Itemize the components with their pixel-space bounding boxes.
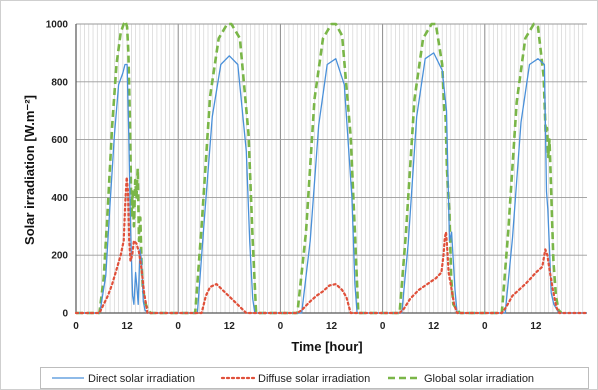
x-tick-label: 12	[326, 321, 338, 332]
x-tick-label: 12	[224, 321, 236, 332]
x-tick-label: 0	[73, 321, 79, 332]
series-line-global-solar-irradiation	[76, 19, 563, 315]
y-tick-label: 800	[51, 77, 68, 88]
x-tick-label: 12	[122, 321, 134, 332]
x-tick-label: 0	[175, 321, 181, 332]
x-tick-label: 12	[428, 321, 440, 332]
y-tick-label: 600	[51, 135, 68, 146]
series-line-diffuse-solar-irradiation	[74, 176, 589, 315]
grid-lines	[76, 23, 587, 313]
x-axis-ticks: 0 12 0 12 0 12 0 12 0 12	[73, 321, 542, 332]
x-tick-label: 12	[530, 321, 542, 332]
legend-box	[40, 367, 589, 389]
legend-label: Global solar irradiation	[424, 373, 534, 385]
x-tick-label: 0	[278, 321, 284, 332]
y-axis-ticks: 0 200 400 600 800 1000	[46, 20, 69, 320]
y-axis-title: Solar irradiation [W.m⁻²]	[22, 95, 37, 245]
x-tick-label: 0	[380, 321, 386, 332]
legend-label: Direct solar irradiation	[88, 373, 195, 385]
legend-label: Diffuse solar irradiation	[258, 373, 370, 385]
series-layer	[74, 19, 589, 315]
y-tick-label: 1000	[46, 20, 69, 31]
x-tick-label: 0	[482, 321, 488, 332]
series-line-direct-solar-irradiation	[76, 52, 587, 314]
y-tick-label: 0	[62, 309, 68, 320]
x-axis-title: Time [hour]	[291, 339, 362, 354]
legend: Direct solar irradiation Diffuse solar ir…	[52, 373, 534, 385]
y-tick-label: 400	[51, 193, 68, 204]
y-tick-label: 200	[51, 251, 68, 262]
